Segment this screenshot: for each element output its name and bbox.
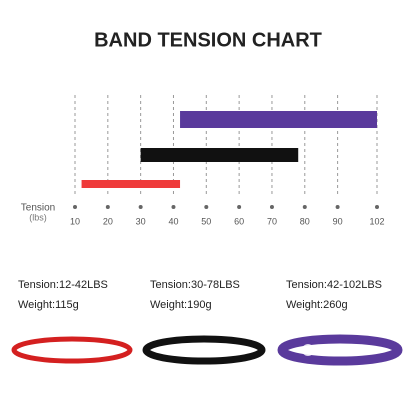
product-tension: Tension:12-42LBS — [18, 279, 108, 291]
tick-dot — [302, 205, 307, 209]
x-tick-label: 70 — [267, 216, 277, 226]
tick-dot — [171, 205, 176, 209]
range-bar — [140, 148, 299, 162]
tick-dot — [375, 205, 379, 209]
chart-title: BAND TENSION CHART — [94, 29, 322, 51]
tick-dot — [269, 205, 274, 209]
range-bar — [81, 180, 181, 188]
x-tick-label: 90 — [333, 216, 343, 226]
x-tick-label: 50 — [201, 216, 211, 226]
x-tick-label: 102 — [369, 216, 384, 226]
axis-label: Tension — [21, 203, 55, 214]
product-weight: Weight:260g — [286, 299, 348, 311]
x-tick-label: 60 — [234, 216, 244, 226]
purple-band — [277, 334, 403, 366]
x-tick-label: 30 — [136, 216, 146, 226]
product-weight: Weight:115g — [18, 299, 79, 311]
product-tension: Tension:42-102LBS — [286, 279, 382, 291]
x-tick-label: 20 — [103, 216, 113, 226]
tick-dot — [105, 205, 110, 209]
range-bar — [180, 111, 377, 128]
tick-dot — [237, 205, 242, 209]
x-tick-label: 80 — [300, 216, 310, 226]
tick-dot — [138, 205, 143, 209]
product-tension: Tension:30-78LBS — [150, 279, 240, 291]
tick-dot — [335, 205, 340, 209]
tick-dot — [73, 205, 77, 209]
black-band — [142, 335, 266, 365]
x-tick-label: 40 — [168, 216, 178, 226]
red-band — [11, 336, 133, 364]
x-tick-label: 10 — [70, 216, 80, 226]
tick-dot — [204, 205, 209, 209]
product-weight: Weight:190g — [150, 299, 212, 311]
axis-unit: (lbs) — [29, 212, 47, 222]
